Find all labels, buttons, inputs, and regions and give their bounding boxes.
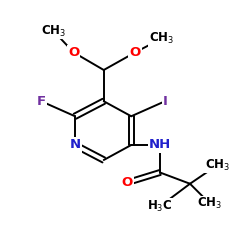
Text: NH: NH — [149, 138, 171, 151]
Text: I: I — [162, 95, 168, 108]
Text: CH$_3$: CH$_3$ — [205, 158, 230, 172]
Text: CH$_3$: CH$_3$ — [149, 31, 174, 46]
Text: CH$_3$: CH$_3$ — [198, 196, 222, 211]
Text: F: F — [37, 95, 46, 108]
Text: CH$_3$: CH$_3$ — [41, 24, 66, 39]
Text: O: O — [68, 46, 80, 59]
Text: N: N — [70, 138, 80, 151]
Text: H$_3$C: H$_3$C — [147, 199, 173, 214]
Text: O: O — [130, 46, 140, 59]
Text: O: O — [122, 176, 133, 189]
